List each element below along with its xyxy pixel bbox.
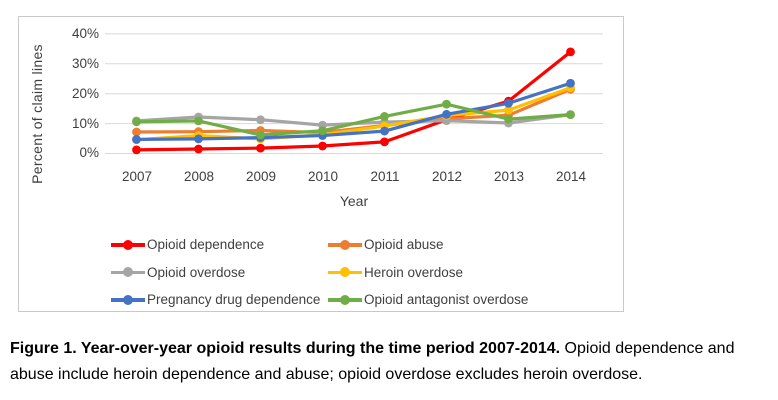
data-point-pregnancy-drug-dependence-2013 [504,98,513,108]
data-point-opioid-antagonist-overdose-2011 [380,112,389,121]
legend-label: Heroin overdose [364,264,464,280]
x-tick-label-2009: 2009 [245,169,277,184]
data-point-pregnancy-drug-dependence-2014 [566,78,575,88]
line-chart: Percent of claim lines 40% 30% 20% 10% 0… [18,16,624,312]
legend-label: Pregnancy drug dependence [147,292,321,308]
legend-marker-opioid-overdose [111,267,145,278]
legend-label: Opioid dependence [147,237,265,253]
x-axis-title: Year [339,193,369,209]
x-tick-label-2008: 2008 [183,169,215,184]
data-point-opioid-abuse-2007 [132,127,141,137]
x-tick-label-2013: 2013 [493,169,525,184]
y-axis-title: Percent of claim lines [29,44,45,184]
series-opioid-antagonist-overdose [132,99,575,140]
legend-marker-pregnancy-drug-dependence [111,294,145,305]
data-point-pregnancy-drug-dependence-2011 [380,126,389,136]
data-point-opioid-antagonist-overdose-2014 [566,110,575,120]
legend-item-opioid-abuse: Opioid abuse [328,231,528,259]
data-point-pregnancy-drug-dependence-2008 [194,134,203,144]
legend-dot-icon [340,294,350,305]
y-tick-label-0: 0% [79,145,99,160]
y-tick-label-20: 20% [71,86,99,101]
legend-marker-opioid-antagonist-overdose [328,294,362,305]
legend-dot-icon [123,239,133,250]
data-point-opioid-antagonist-overdose-2007 [132,117,141,127]
legend-dot-icon [123,294,133,305]
data-point-opioid-dependence-2007 [132,145,141,155]
data-point-opioid-antagonist-overdose-2012 [442,99,451,109]
legend-item-opioid-antagonist-overdose: Opioid antagonist overdose [328,286,528,314]
data-point-opioid-overdose-2009 [256,115,265,125]
data-point-opioid-antagonist-overdose-2013 [504,114,513,124]
plot-area [105,33,603,155]
legend-dot-icon [123,267,133,278]
legend-marker-heroin-overdose [328,267,362,278]
x-tick-label-2011: 2011 [370,169,400,184]
series-pregnancy-drug-dependence [132,78,575,144]
data-point-heroin-overdose-2013 [504,105,513,115]
data-point-opioid-antagonist-overdose-2009 [256,130,265,140]
data-point-pregnancy-drug-dependence-2012 [442,109,451,119]
data-point-opioid-dependence-2014 [566,47,575,57]
chart-legend: Opioid dependence Opioid abuse Opioid ov… [111,231,528,314]
legend-marker-opioid-dependence [111,239,145,250]
x-tick-label-2010: 2010 [307,169,339,184]
data-point-opioid-dependence-2009 [256,143,265,153]
data-point-opioid-antagonist-overdose-2010 [318,126,327,136]
data-point-pregnancy-drug-dependence-2007 [132,135,141,144]
legend-label: Opioid overdose [147,264,246,280]
data-point-opioid-dependence-2011 [380,137,389,147]
x-tick-label-2007: 2007 [121,169,153,184]
legend-dot-icon [340,267,350,278]
legend-label: Opioid abuse [364,237,444,253]
y-tick-label-30: 30% [71,56,99,71]
y-tick-label-40: 40% [71,26,99,41]
data-point-opioid-antagonist-overdose-2008 [194,116,203,126]
x-tick-label-2014: 2014 [555,169,587,184]
legend-dot-icon [340,239,350,250]
legend-item-heroin-overdose: Heroin overdose [328,259,528,287]
y-tick-label-10: 10% [71,116,99,131]
figure-caption: Figure 1. Year-over-year opioid results … [10,336,770,388]
legend-label: Opioid antagonist overdose [364,292,529,308]
x-tick-label-2012: 2012 [431,169,463,184]
legend-item-opioid-overdose: Opioid overdose [111,259,328,287]
legend-item-pregnancy-drug-dependence: Pregnancy drug dependence [111,286,328,314]
legend-item-opioid-dependence: Opioid dependence [111,231,328,259]
data-point-opioid-dependence-2008 [194,144,203,154]
caption-bold-text: Figure 1. Year-over-year opioid results … [10,340,561,357]
data-point-opioid-dependence-2010 [318,141,327,151]
caption-regular-text: Opioid dependence and abuse include hero… [10,340,735,383]
legend-marker-opioid-abuse [328,239,362,250]
